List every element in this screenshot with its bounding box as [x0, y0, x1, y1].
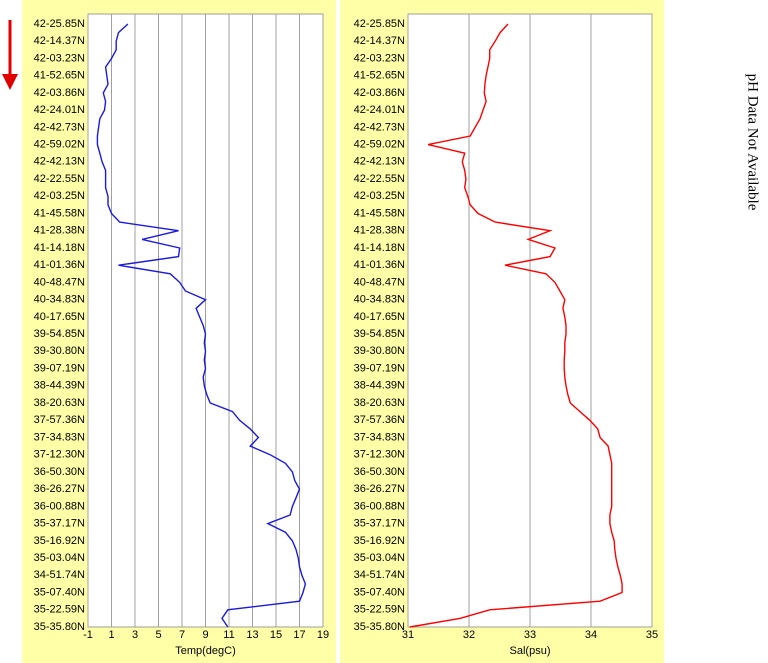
y-tick-label: 35-16.92N: [354, 535, 405, 547]
y-tick-label: 37-34.83N: [34, 431, 85, 443]
data-line: [96, 23, 307, 628]
y-tick-label: 41-14.18N: [34, 242, 85, 254]
y-tick-label: 42-25.85N: [354, 18, 405, 30]
y-tick-label: 41-52.65N: [34, 70, 85, 82]
x-tick-label: 35: [646, 629, 658, 641]
x-axis-label: Sal(psu): [510, 645, 551, 657]
y-tick-label: 36-26.27N: [354, 483, 405, 495]
y-tick-label: 40-34.83N: [354, 294, 405, 306]
y-tick-label: 40-48.47N: [34, 276, 85, 288]
y-tick-label: 41-45.58N: [34, 207, 85, 219]
x-tick-label: -1: [83, 629, 93, 641]
y-tick-label: 38-44.39N: [34, 380, 85, 392]
y-tick-label: 42-42.73N: [34, 121, 85, 133]
x-tick-label: 13: [246, 629, 258, 641]
y-tick-label: 38-20.63N: [354, 397, 405, 409]
x-tick-label: 33: [524, 629, 536, 641]
y-tick-label: 42-03.25N: [34, 190, 85, 202]
y-tick-label: 35-22.59N: [354, 604, 405, 616]
y-tick-label: 40-48.47N: [354, 276, 405, 288]
y-tick-label: 40-17.65N: [354, 311, 405, 323]
y-tick-label: 42-24.01N: [354, 104, 405, 116]
direction-arrow-head: [2, 74, 18, 90]
x-tick-label: 17: [293, 629, 305, 641]
y-tick-label: 39-30.80N: [354, 345, 405, 357]
y-tick-label: 37-57.36N: [354, 414, 405, 426]
y-tick-label: 42-03.23N: [354, 52, 405, 64]
y-tick-label: 42-59.02N: [354, 139, 405, 151]
y-tick-label: 35-37.17N: [354, 518, 405, 530]
y-tick-label: 42-22.55N: [34, 173, 85, 185]
y-tick-label: 41-01.36N: [34, 259, 85, 271]
y-tick-label: 39-30.80N: [34, 345, 85, 357]
y-tick-label: 40-17.65N: [34, 311, 85, 323]
x-tick-label: 32: [463, 629, 475, 641]
y-tick-label: 37-34.83N: [354, 431, 405, 443]
y-tick-label: 41-52.65N: [354, 70, 405, 82]
y-tick-label: 35-35.80N: [354, 621, 405, 633]
y-tick-label: 39-54.85N: [354, 328, 405, 340]
y-tick-label: 40-34.83N: [34, 294, 85, 306]
y-tick-label: 34-51.74N: [354, 569, 405, 581]
y-tick-label: 42-42.73N: [354, 121, 405, 133]
y-tick-label: 35-07.40N: [354, 586, 405, 598]
y-tick-label: 41-28.38N: [34, 225, 85, 237]
y-tick-label: 35-07.40N: [34, 586, 85, 598]
y-tick-label: 41-45.58N: [354, 207, 405, 219]
y-tick-label: 35-35.80N: [34, 621, 85, 633]
x-tick-label: 31: [402, 629, 414, 641]
y-tick-label: 35-37.17N: [34, 518, 85, 530]
x-tick-label: 5: [155, 629, 161, 641]
x-tick-label: 34: [585, 629, 597, 641]
y-tick-label: 35-16.92N: [34, 535, 85, 547]
data-line: [409, 23, 623, 628]
side-note: pH Data Not Available: [745, 74, 761, 211]
y-tick-label: 37-57.36N: [34, 414, 85, 426]
y-tick-label: 36-26.27N: [34, 483, 85, 495]
x-tick-label: 15: [270, 629, 282, 641]
y-tick-label: 42-14.37N: [34, 35, 85, 47]
y-tick-label: 39-54.85N: [34, 328, 85, 340]
x-tick-label: 1: [108, 629, 114, 641]
y-tick-label: 36-00.88N: [34, 500, 85, 512]
y-tick-label: 42-24.01N: [34, 104, 85, 116]
y-tick-label: 41-28.38N: [354, 225, 405, 237]
y-tick-label: 42-03.86N: [354, 87, 405, 99]
x-tick-label: 3: [132, 629, 138, 641]
y-tick-label: 42-03.25N: [354, 190, 405, 202]
y-tick-label: 42-42.13N: [34, 156, 85, 168]
y-tick-label: 36-00.88N: [354, 500, 405, 512]
x-tick-label: 9: [202, 629, 208, 641]
y-tick-label: 41-01.36N: [354, 259, 405, 271]
y-tick-label: 34-51.74N: [34, 569, 85, 581]
y-tick-label: 42-14.37N: [354, 35, 405, 47]
x-tick-label: 19: [317, 629, 329, 641]
y-tick-label: 35-03.04N: [34, 552, 85, 564]
y-tick-label: 35-03.04N: [354, 552, 405, 564]
y-tick-label: 42-03.86N: [34, 87, 85, 99]
y-tick-label: 36-50.30N: [354, 466, 405, 478]
y-tick-label: 35-22.59N: [34, 604, 85, 616]
y-tick-label: 42-42.13N: [354, 156, 405, 168]
y-tick-label: 37-12.30N: [354, 449, 405, 461]
x-tick-label: 11: [223, 629, 234, 641]
x-axis-label: Temp(degC): [175, 645, 236, 657]
y-tick-label: 39-07.19N: [354, 362, 405, 374]
y-tick-label: 38-20.63N: [34, 397, 85, 409]
y-tick-label: 41-14.18N: [354, 242, 405, 254]
y-tick-label: 42-22.55N: [354, 173, 405, 185]
y-tick-label: 37-12.30N: [34, 449, 85, 461]
y-tick-label: 38-44.39N: [354, 380, 405, 392]
x-tick-label: 7: [179, 629, 185, 641]
y-tick-label: 42-59.02N: [34, 139, 85, 151]
y-tick-label: 36-50.30N: [34, 466, 85, 478]
y-tick-label: 39-07.19N: [34, 362, 85, 374]
y-tick-label: 42-25.85N: [34, 18, 85, 30]
y-tick-label: 42-03.23N: [34, 52, 85, 64]
